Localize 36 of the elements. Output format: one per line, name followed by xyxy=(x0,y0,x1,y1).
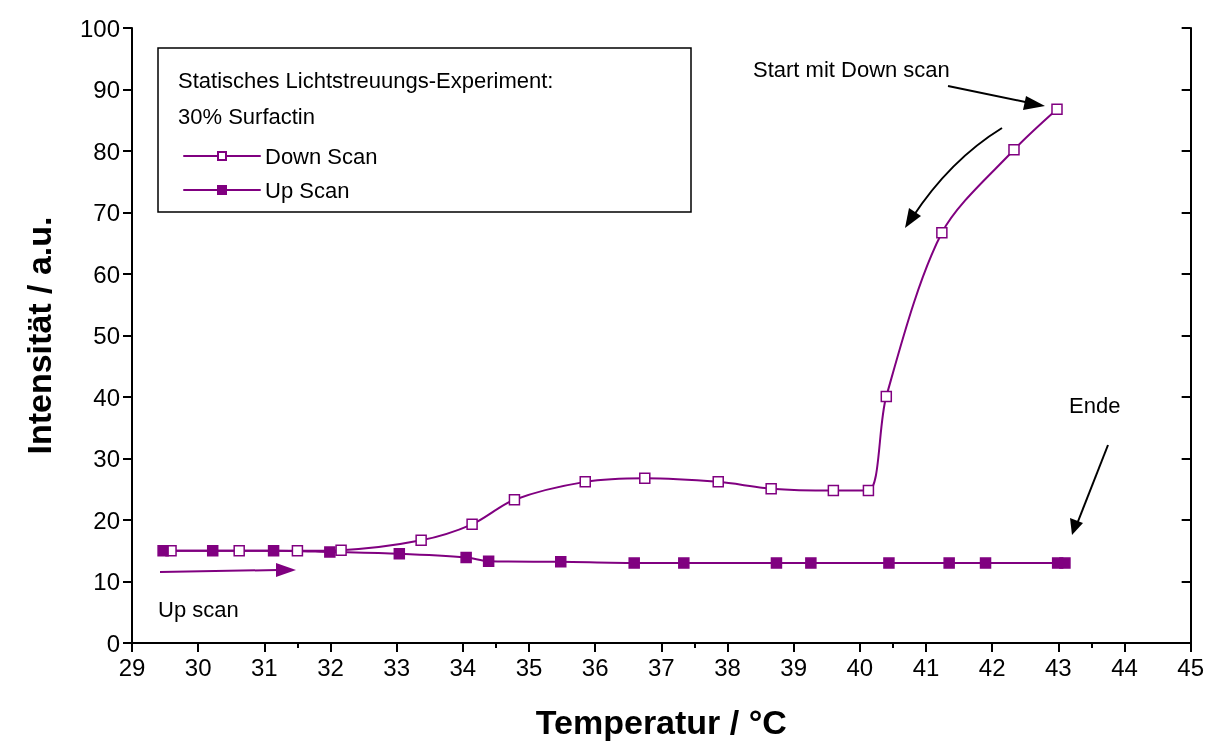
x-tick-label: 43 xyxy=(1044,653,1072,681)
y-tick-label: 10 xyxy=(93,568,120,595)
x-tick-label: 42 xyxy=(978,653,1006,681)
legend-title: Statisches Lichtstreuungs-Experiment: 30% Surfactin xyxy=(178,67,554,129)
x-tick-label: 44 xyxy=(1111,653,1138,681)
x-tick-label: 45 xyxy=(1177,653,1204,681)
x-tick-label: 31 xyxy=(250,653,278,681)
x-tick-label: 33 xyxy=(383,653,411,681)
y-tick-label: 0 xyxy=(106,629,120,657)
legend-label: Down Scan xyxy=(265,143,378,169)
y-tick-label: 70 xyxy=(93,199,120,226)
y-tick-label: 100 xyxy=(79,14,120,42)
x-tick-label: 35 xyxy=(515,653,543,681)
x-tick-label: 29 xyxy=(118,653,146,681)
y-tick-label: 40 xyxy=(93,383,120,411)
x-tick-label: 32 xyxy=(317,653,344,681)
y-tick-label: 30 xyxy=(93,445,120,472)
x-tick-label: 36 xyxy=(581,653,609,681)
x-tick-label: 38 xyxy=(714,653,741,681)
x-tick-label: 40 xyxy=(846,653,874,681)
legend-label: Up Scan xyxy=(265,177,350,203)
x-tick-label: 37 xyxy=(647,653,675,681)
annotation: Start mit Down scan xyxy=(753,56,950,82)
y-tick-label: 90 xyxy=(93,76,120,103)
y-tick-label: 60 xyxy=(93,260,120,288)
x-tick-label: 41 xyxy=(912,653,940,681)
x-axis-title: Temperatur / °C xyxy=(535,703,787,741)
x-tick-label: 34 xyxy=(449,653,477,681)
x-tick-label: 39 xyxy=(780,653,808,681)
y-tick-label: 80 xyxy=(93,137,120,165)
x-tick-label: 30 xyxy=(184,653,212,681)
y-tick-label: 50 xyxy=(93,322,120,349)
annotation: Ende xyxy=(1069,392,1121,418)
y-tick-label: 20 xyxy=(93,506,120,534)
annotation: Up scan xyxy=(158,596,239,622)
y-axis-title: Intensität / a.u. xyxy=(20,216,58,455)
